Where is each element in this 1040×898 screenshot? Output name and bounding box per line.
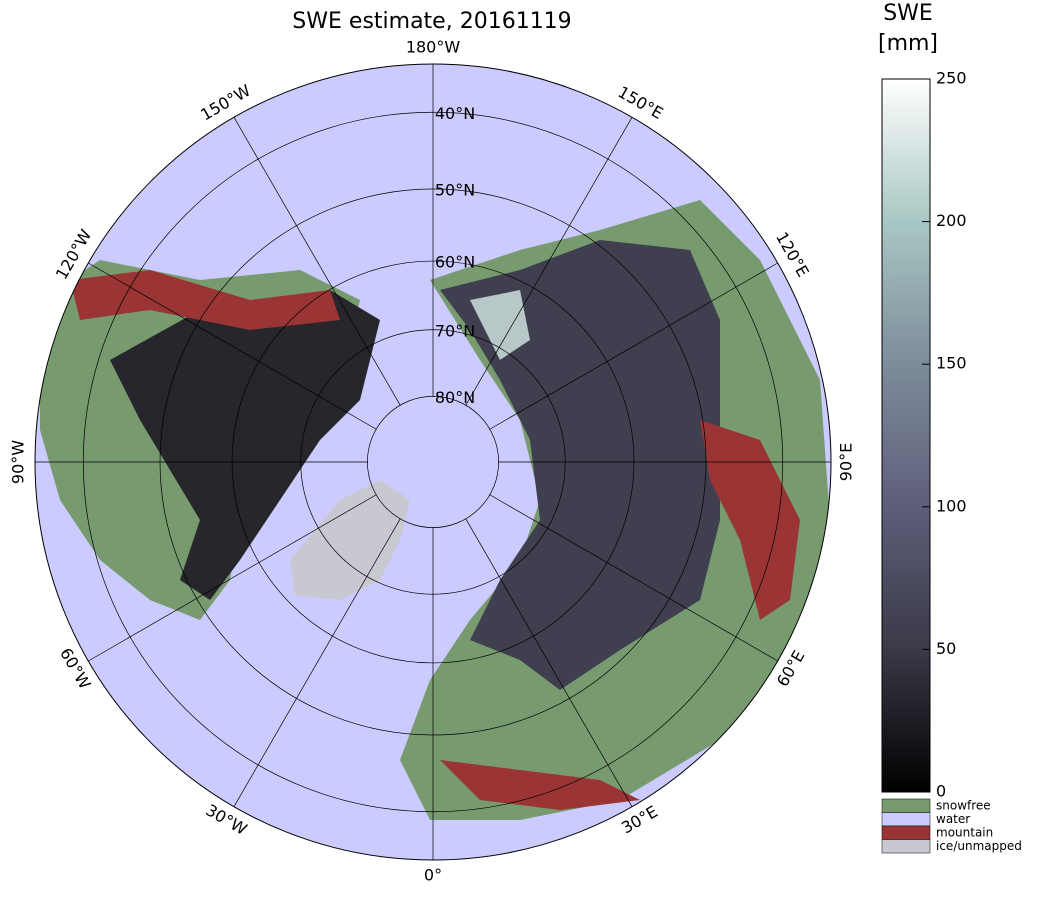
latitude-label: 80°N bbox=[435, 388, 475, 407]
greenland-ice bbox=[290, 480, 410, 600]
latitude-label: 70°N bbox=[435, 321, 475, 340]
longitude-label: 90°W bbox=[9, 440, 28, 484]
colorbar-title: SWE bbox=[883, 1, 933, 26]
asia-mountain bbox=[700, 420, 800, 620]
longitude-label: 180°W bbox=[406, 38, 461, 57]
latitude-label: 50°N bbox=[435, 181, 475, 200]
meridian bbox=[88, 262, 377, 430]
map-border bbox=[34, 63, 832, 861]
legend-swatch bbox=[881, 839, 931, 854]
colorbar-ticks: 0 50 100 150 200 250 bbox=[922, 69, 967, 801]
legend-swatch bbox=[881, 812, 931, 827]
legend-swatch bbox=[881, 798, 931, 813]
parallel bbox=[82, 111, 784, 813]
latitude-label: 60°N bbox=[435, 253, 475, 272]
legend-label: snowfree bbox=[936, 799, 991, 813]
legend-label: ice/unmapped bbox=[936, 839, 1022, 853]
legend-label: mountain bbox=[936, 826, 993, 840]
parallel bbox=[231, 260, 635, 664]
colorbar-tick-label: 50 bbox=[936, 639, 956, 658]
meridian bbox=[465, 518, 633, 807]
legend-label: water bbox=[936, 812, 970, 826]
colorbar-tick-label: 250 bbox=[936, 69, 967, 88]
colorbar-tick-label: 150 bbox=[936, 354, 967, 373]
meridian bbox=[489, 262, 778, 430]
legend-swatch bbox=[881, 825, 931, 840]
map-disc bbox=[35, 64, 831, 860]
rockies-mountain bbox=[70, 270, 340, 330]
colorbar-tick-label: 100 bbox=[936, 496, 967, 515]
colorbar-tick-label: 200 bbox=[936, 211, 967, 230]
meridian bbox=[233, 518, 401, 807]
parallel bbox=[159, 188, 707, 736]
meridian bbox=[489, 494, 778, 662]
longitude-label: 90°E bbox=[837, 443, 856, 481]
meridian bbox=[233, 117, 401, 406]
parallel bbox=[367, 396, 499, 528]
colorbar-tick-label: 0 bbox=[936, 782, 946, 801]
longitude-label: 0° bbox=[424, 866, 442, 885]
graticule bbox=[35, 64, 831, 860]
meridian bbox=[465, 117, 633, 406]
alps-mountain bbox=[440, 760, 640, 810]
map-title: SWE estimate, 20161119 bbox=[292, 9, 571, 34]
colorbar-unit: [mm] bbox=[878, 31, 938, 56]
latitude-label: 40°N bbox=[435, 104, 475, 123]
parallel bbox=[300, 329, 566, 595]
deep-snow bbox=[470, 290, 530, 360]
north-america-snow bbox=[110, 290, 380, 600]
colorbar bbox=[881, 78, 931, 793]
meridian bbox=[88, 494, 377, 662]
